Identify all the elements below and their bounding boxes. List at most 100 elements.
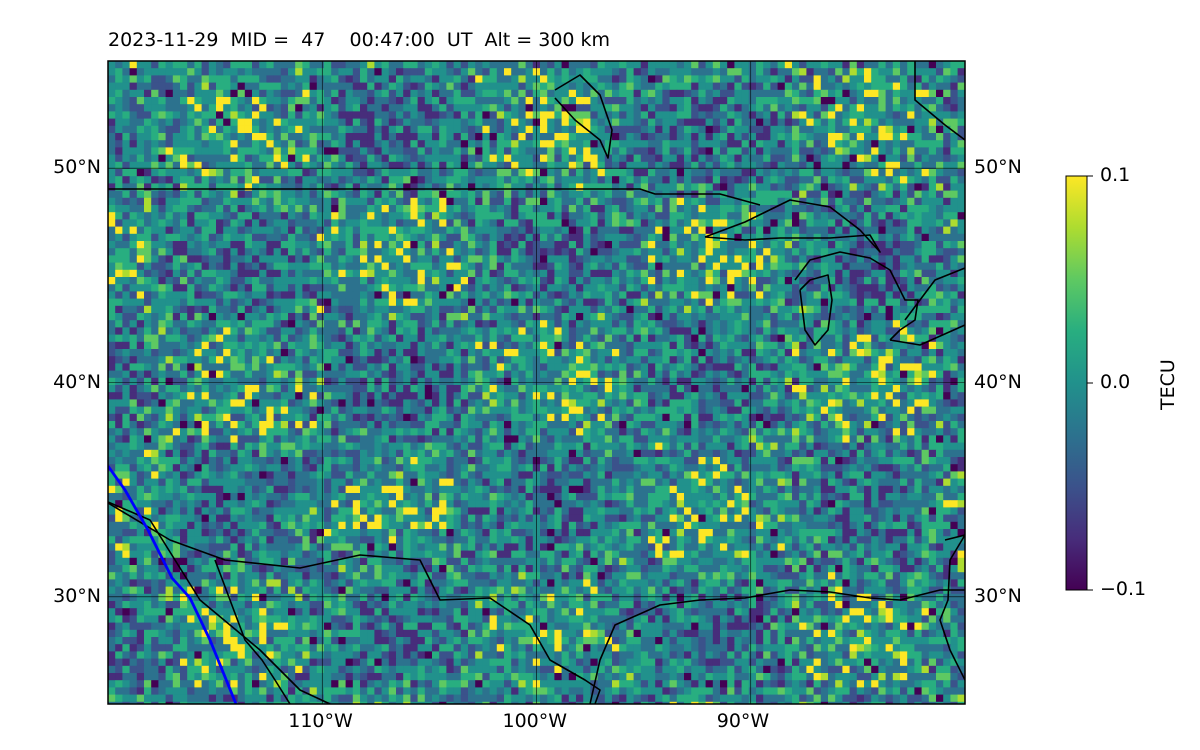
heatmap-cell xyxy=(252,61,260,69)
heatmap-cell xyxy=(352,277,361,285)
heatmap-cell xyxy=(777,248,786,256)
heatmap-cell xyxy=(957,241,965,249)
heatmap-cell xyxy=(604,161,613,170)
heatmap-cell xyxy=(381,104,390,112)
heatmap-cell xyxy=(748,349,757,357)
heatmap-cell xyxy=(424,212,433,220)
heatmap-cell xyxy=(280,255,289,263)
heatmap-cell xyxy=(259,140,267,148)
heatmap-cell xyxy=(511,75,519,83)
heatmap-cell xyxy=(943,205,951,213)
heatmap-cell xyxy=(388,255,397,263)
heatmap-cell xyxy=(108,183,116,191)
heatmap-cell xyxy=(799,298,807,307)
heatmap-cell xyxy=(115,169,123,177)
heatmap-cell xyxy=(417,205,426,213)
heatmap-cell xyxy=(727,262,735,271)
heatmap-cell xyxy=(201,75,210,83)
heatmap-cell xyxy=(590,104,598,112)
heatmap-cell xyxy=(446,248,454,256)
heatmap-cell xyxy=(547,327,555,335)
heatmap-cell xyxy=(648,212,656,220)
heatmap-cell xyxy=(928,284,937,292)
heatmap-cell xyxy=(583,269,591,278)
heatmap-cell xyxy=(583,255,591,263)
heatmap-cell xyxy=(842,277,850,285)
heatmap-cell xyxy=(496,327,505,335)
heatmap-cell xyxy=(878,82,886,91)
heatmap-cell xyxy=(698,212,706,220)
heatmap-cell xyxy=(727,313,735,321)
heatmap-cell xyxy=(684,75,692,83)
heatmap-cell xyxy=(424,248,433,256)
heatmap-cell xyxy=(331,61,339,69)
heatmap-cell xyxy=(583,277,591,285)
heatmap-cell xyxy=(388,118,397,127)
heatmap-cell xyxy=(691,104,699,112)
heatmap-cell xyxy=(129,262,138,271)
heatmap-cell xyxy=(741,118,750,127)
heatmap-cell xyxy=(388,341,397,350)
heatmap-cell xyxy=(122,277,130,285)
heatmap-cell xyxy=(273,262,282,271)
heatmap-cell xyxy=(669,169,678,177)
heatmap-cell xyxy=(151,298,159,307)
heatmap-cell xyxy=(180,219,188,227)
heatmap-cell xyxy=(864,68,872,76)
heatmap-cell xyxy=(540,291,548,299)
heatmap-cell xyxy=(338,233,346,242)
heatmap-cell xyxy=(410,212,418,220)
heatmap-cell xyxy=(482,219,490,227)
heatmap-cell xyxy=(914,269,922,278)
heatmap-cell xyxy=(316,118,325,127)
heatmap-cell xyxy=(360,68,368,76)
heatmap-cell xyxy=(842,219,850,227)
heatmap-cell xyxy=(763,161,771,170)
heatmap-cell xyxy=(806,118,814,127)
heatmap-cell xyxy=(885,147,894,155)
heatmap-cell xyxy=(216,190,224,199)
heatmap-cell xyxy=(252,212,260,220)
heatmap-cell xyxy=(496,262,505,271)
heatmap-cell xyxy=(676,233,685,242)
heatmap-cell xyxy=(633,327,642,335)
heatmap-cell xyxy=(417,212,426,220)
heatmap-cell xyxy=(252,241,260,249)
heatmap-cell xyxy=(525,154,534,163)
heatmap-cell xyxy=(187,190,195,199)
heatmap-cell xyxy=(410,356,418,364)
heatmap-cell xyxy=(756,327,764,335)
heatmap-cell xyxy=(187,75,195,83)
heatmap-cell xyxy=(345,298,354,307)
heatmap-cell xyxy=(669,61,678,69)
heatmap-cell xyxy=(777,89,786,98)
heatmap-cell xyxy=(468,248,476,256)
heatmap-cell xyxy=(302,291,310,299)
heatmap-cell xyxy=(820,334,829,343)
heatmap-cell xyxy=(943,341,951,350)
heatmap-cell xyxy=(165,212,174,220)
heatmap-cell xyxy=(792,82,800,91)
heatmap-cell xyxy=(432,248,440,256)
heatmap-cell xyxy=(410,284,418,292)
heatmap-cell xyxy=(280,313,289,321)
heatmap-cell xyxy=(144,61,152,69)
heatmap-cell xyxy=(792,97,800,105)
heatmap-cell xyxy=(964,154,965,163)
heatmap-cell xyxy=(619,118,627,127)
heatmap-cell xyxy=(194,349,202,357)
heatmap-cell xyxy=(136,183,145,191)
heatmap-cell xyxy=(424,219,433,227)
heatmap-cell xyxy=(792,161,800,170)
heatmap-cell xyxy=(648,341,656,350)
heatmap-cell xyxy=(669,133,678,141)
heatmap-cell xyxy=(684,298,692,307)
heatmap-cell xyxy=(259,219,267,227)
heatmap-cell xyxy=(720,277,728,285)
heatmap-cell xyxy=(698,341,706,350)
heatmap-cell xyxy=(756,190,764,199)
heatmap-cell xyxy=(316,140,325,148)
heatmap-cell xyxy=(712,262,721,271)
heatmap-cell xyxy=(252,190,260,199)
heatmap-cell xyxy=(576,277,584,285)
